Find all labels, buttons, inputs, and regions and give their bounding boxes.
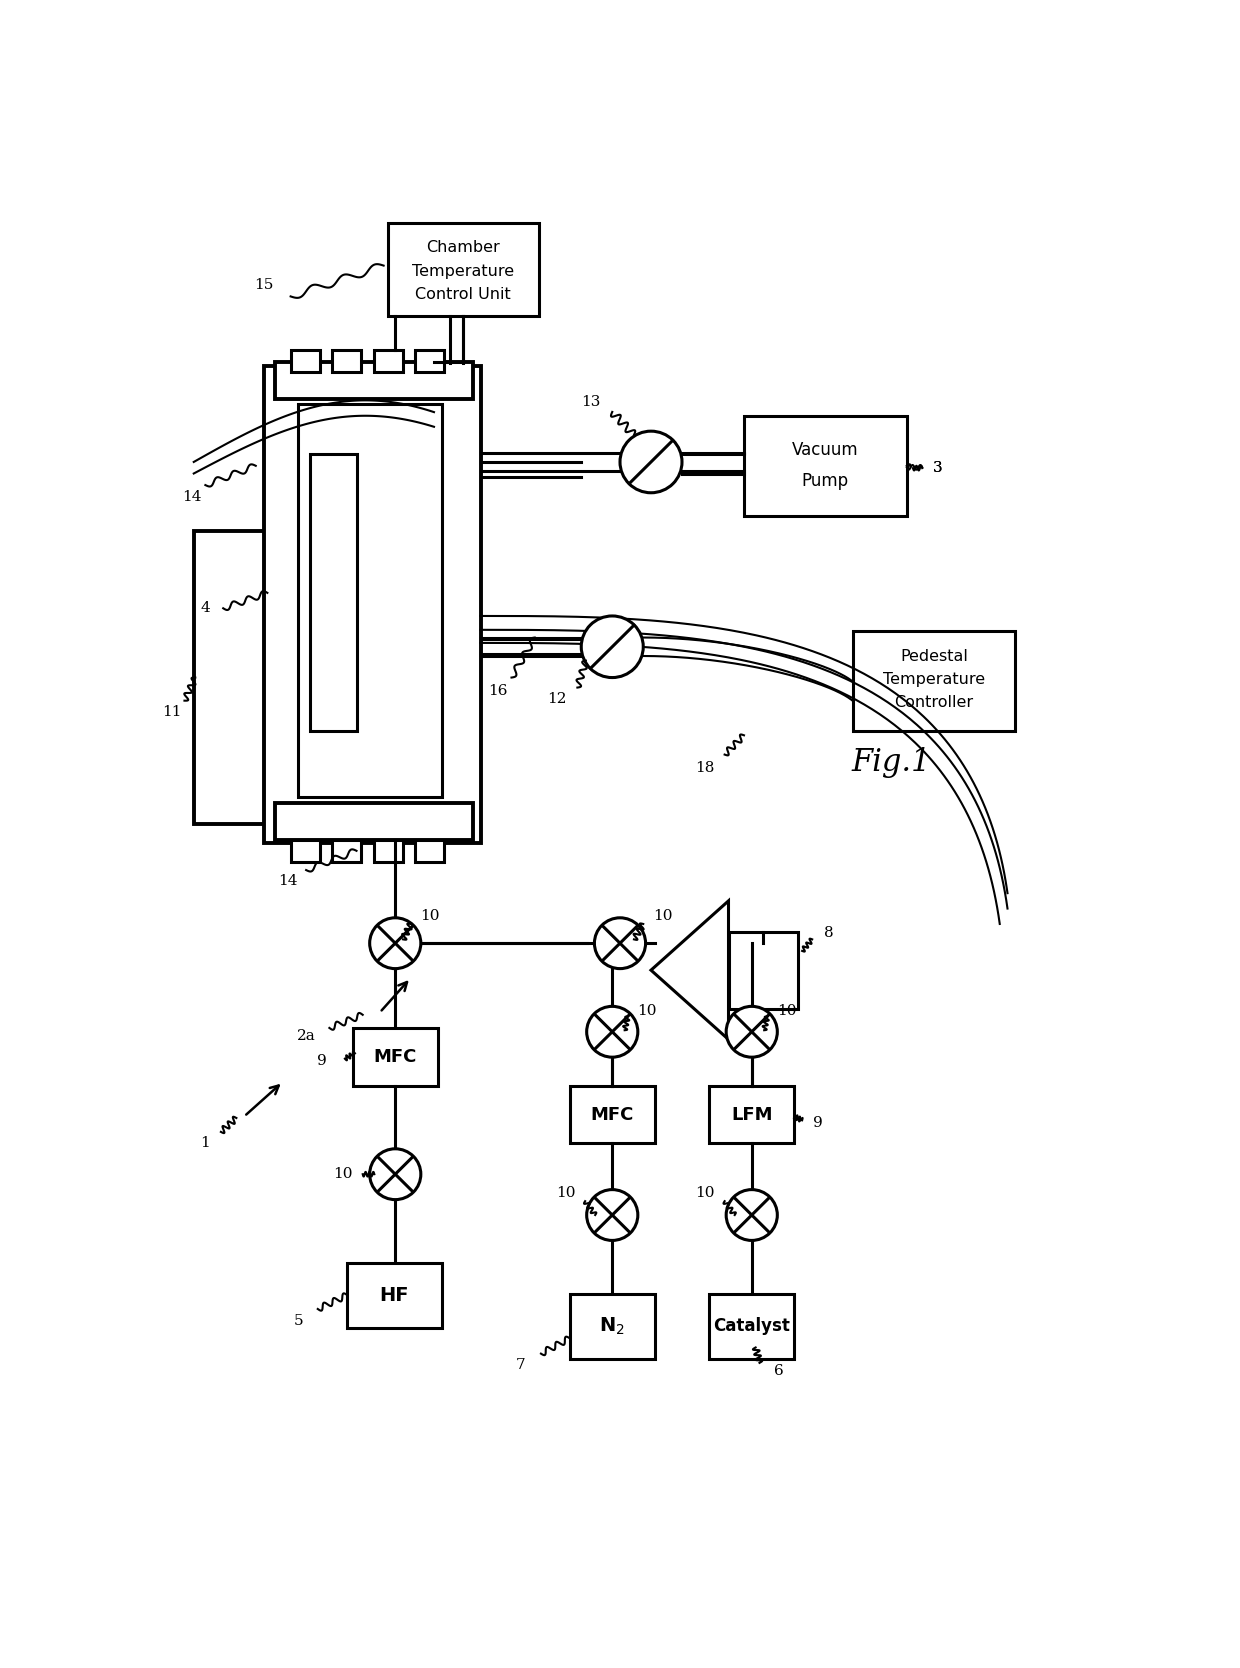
- Text: 13: 13: [580, 395, 600, 409]
- Text: 14: 14: [182, 490, 202, 504]
- Bar: [373, 350, 403, 372]
- Bar: [569, 1294, 655, 1359]
- Text: MFC: MFC: [590, 1106, 634, 1124]
- Circle shape: [370, 1149, 420, 1199]
- Circle shape: [582, 615, 644, 677]
- Text: HF: HF: [379, 1286, 409, 1304]
- Circle shape: [727, 1189, 777, 1241]
- Bar: [193, 532, 279, 824]
- Text: 7: 7: [516, 1358, 526, 1373]
- Text: 10: 10: [777, 1004, 796, 1017]
- Text: MFC: MFC: [373, 1048, 417, 1066]
- Bar: [299, 404, 441, 797]
- Bar: [310, 454, 357, 732]
- Text: 9: 9: [812, 1116, 822, 1129]
- Bar: [275, 362, 472, 399]
- Text: Catalyst: Catalyst: [713, 1318, 790, 1336]
- Bar: [352, 1027, 438, 1086]
- Text: 11: 11: [162, 706, 182, 719]
- Bar: [709, 1294, 795, 1359]
- Bar: [744, 415, 906, 515]
- Bar: [387, 224, 538, 315]
- Circle shape: [620, 430, 682, 492]
- Bar: [414, 841, 444, 862]
- Text: 4: 4: [201, 600, 211, 615]
- Text: 2a: 2a: [296, 1029, 315, 1042]
- Text: 1: 1: [201, 1136, 211, 1151]
- Text: 10: 10: [556, 1186, 575, 1201]
- Text: 18: 18: [696, 761, 715, 776]
- Bar: [569, 1086, 655, 1143]
- Text: 6: 6: [774, 1363, 784, 1378]
- Text: Controller: Controller: [894, 694, 973, 709]
- Text: 8: 8: [825, 926, 835, 941]
- Text: 5: 5: [294, 1313, 304, 1328]
- Bar: [275, 802, 472, 841]
- Bar: [332, 841, 361, 862]
- Circle shape: [370, 917, 420, 969]
- Text: 3: 3: [932, 460, 942, 475]
- Text: LFM: LFM: [732, 1106, 773, 1124]
- Bar: [729, 932, 799, 1009]
- Text: 16: 16: [489, 684, 508, 697]
- Text: Vacuum: Vacuum: [792, 442, 858, 459]
- Text: 10: 10: [332, 1168, 352, 1181]
- Text: 14: 14: [279, 874, 298, 887]
- Bar: [263, 365, 481, 842]
- Text: 3: 3: [932, 460, 942, 475]
- Bar: [347, 1263, 441, 1328]
- Text: Control Unit: Control Unit: [415, 287, 511, 302]
- Text: 9: 9: [316, 1054, 326, 1068]
- Text: Temperature: Temperature: [883, 672, 985, 687]
- Text: 12: 12: [547, 692, 567, 706]
- Bar: [414, 350, 444, 372]
- Bar: [332, 350, 361, 372]
- Text: 10: 10: [696, 1186, 715, 1201]
- Circle shape: [587, 1189, 637, 1241]
- Circle shape: [594, 917, 646, 969]
- Text: N$_2$: N$_2$: [599, 1316, 625, 1338]
- Polygon shape: [651, 901, 729, 1039]
- Text: Temperature: Temperature: [412, 264, 515, 279]
- Bar: [709, 1086, 795, 1143]
- Text: Fig.1: Fig.1: [852, 747, 931, 777]
- Text: 10: 10: [420, 909, 440, 924]
- Bar: [373, 841, 403, 862]
- Bar: [853, 632, 1016, 732]
- Text: Chamber: Chamber: [427, 240, 500, 255]
- Bar: [290, 841, 320, 862]
- Circle shape: [587, 1006, 637, 1058]
- Text: 10: 10: [637, 1004, 657, 1017]
- Text: Pedestal: Pedestal: [900, 649, 967, 664]
- Bar: [290, 350, 320, 372]
- Circle shape: [727, 1006, 777, 1058]
- Text: 10: 10: [653, 909, 672, 924]
- Text: Pump: Pump: [802, 472, 849, 490]
- Text: 15: 15: [254, 279, 273, 292]
